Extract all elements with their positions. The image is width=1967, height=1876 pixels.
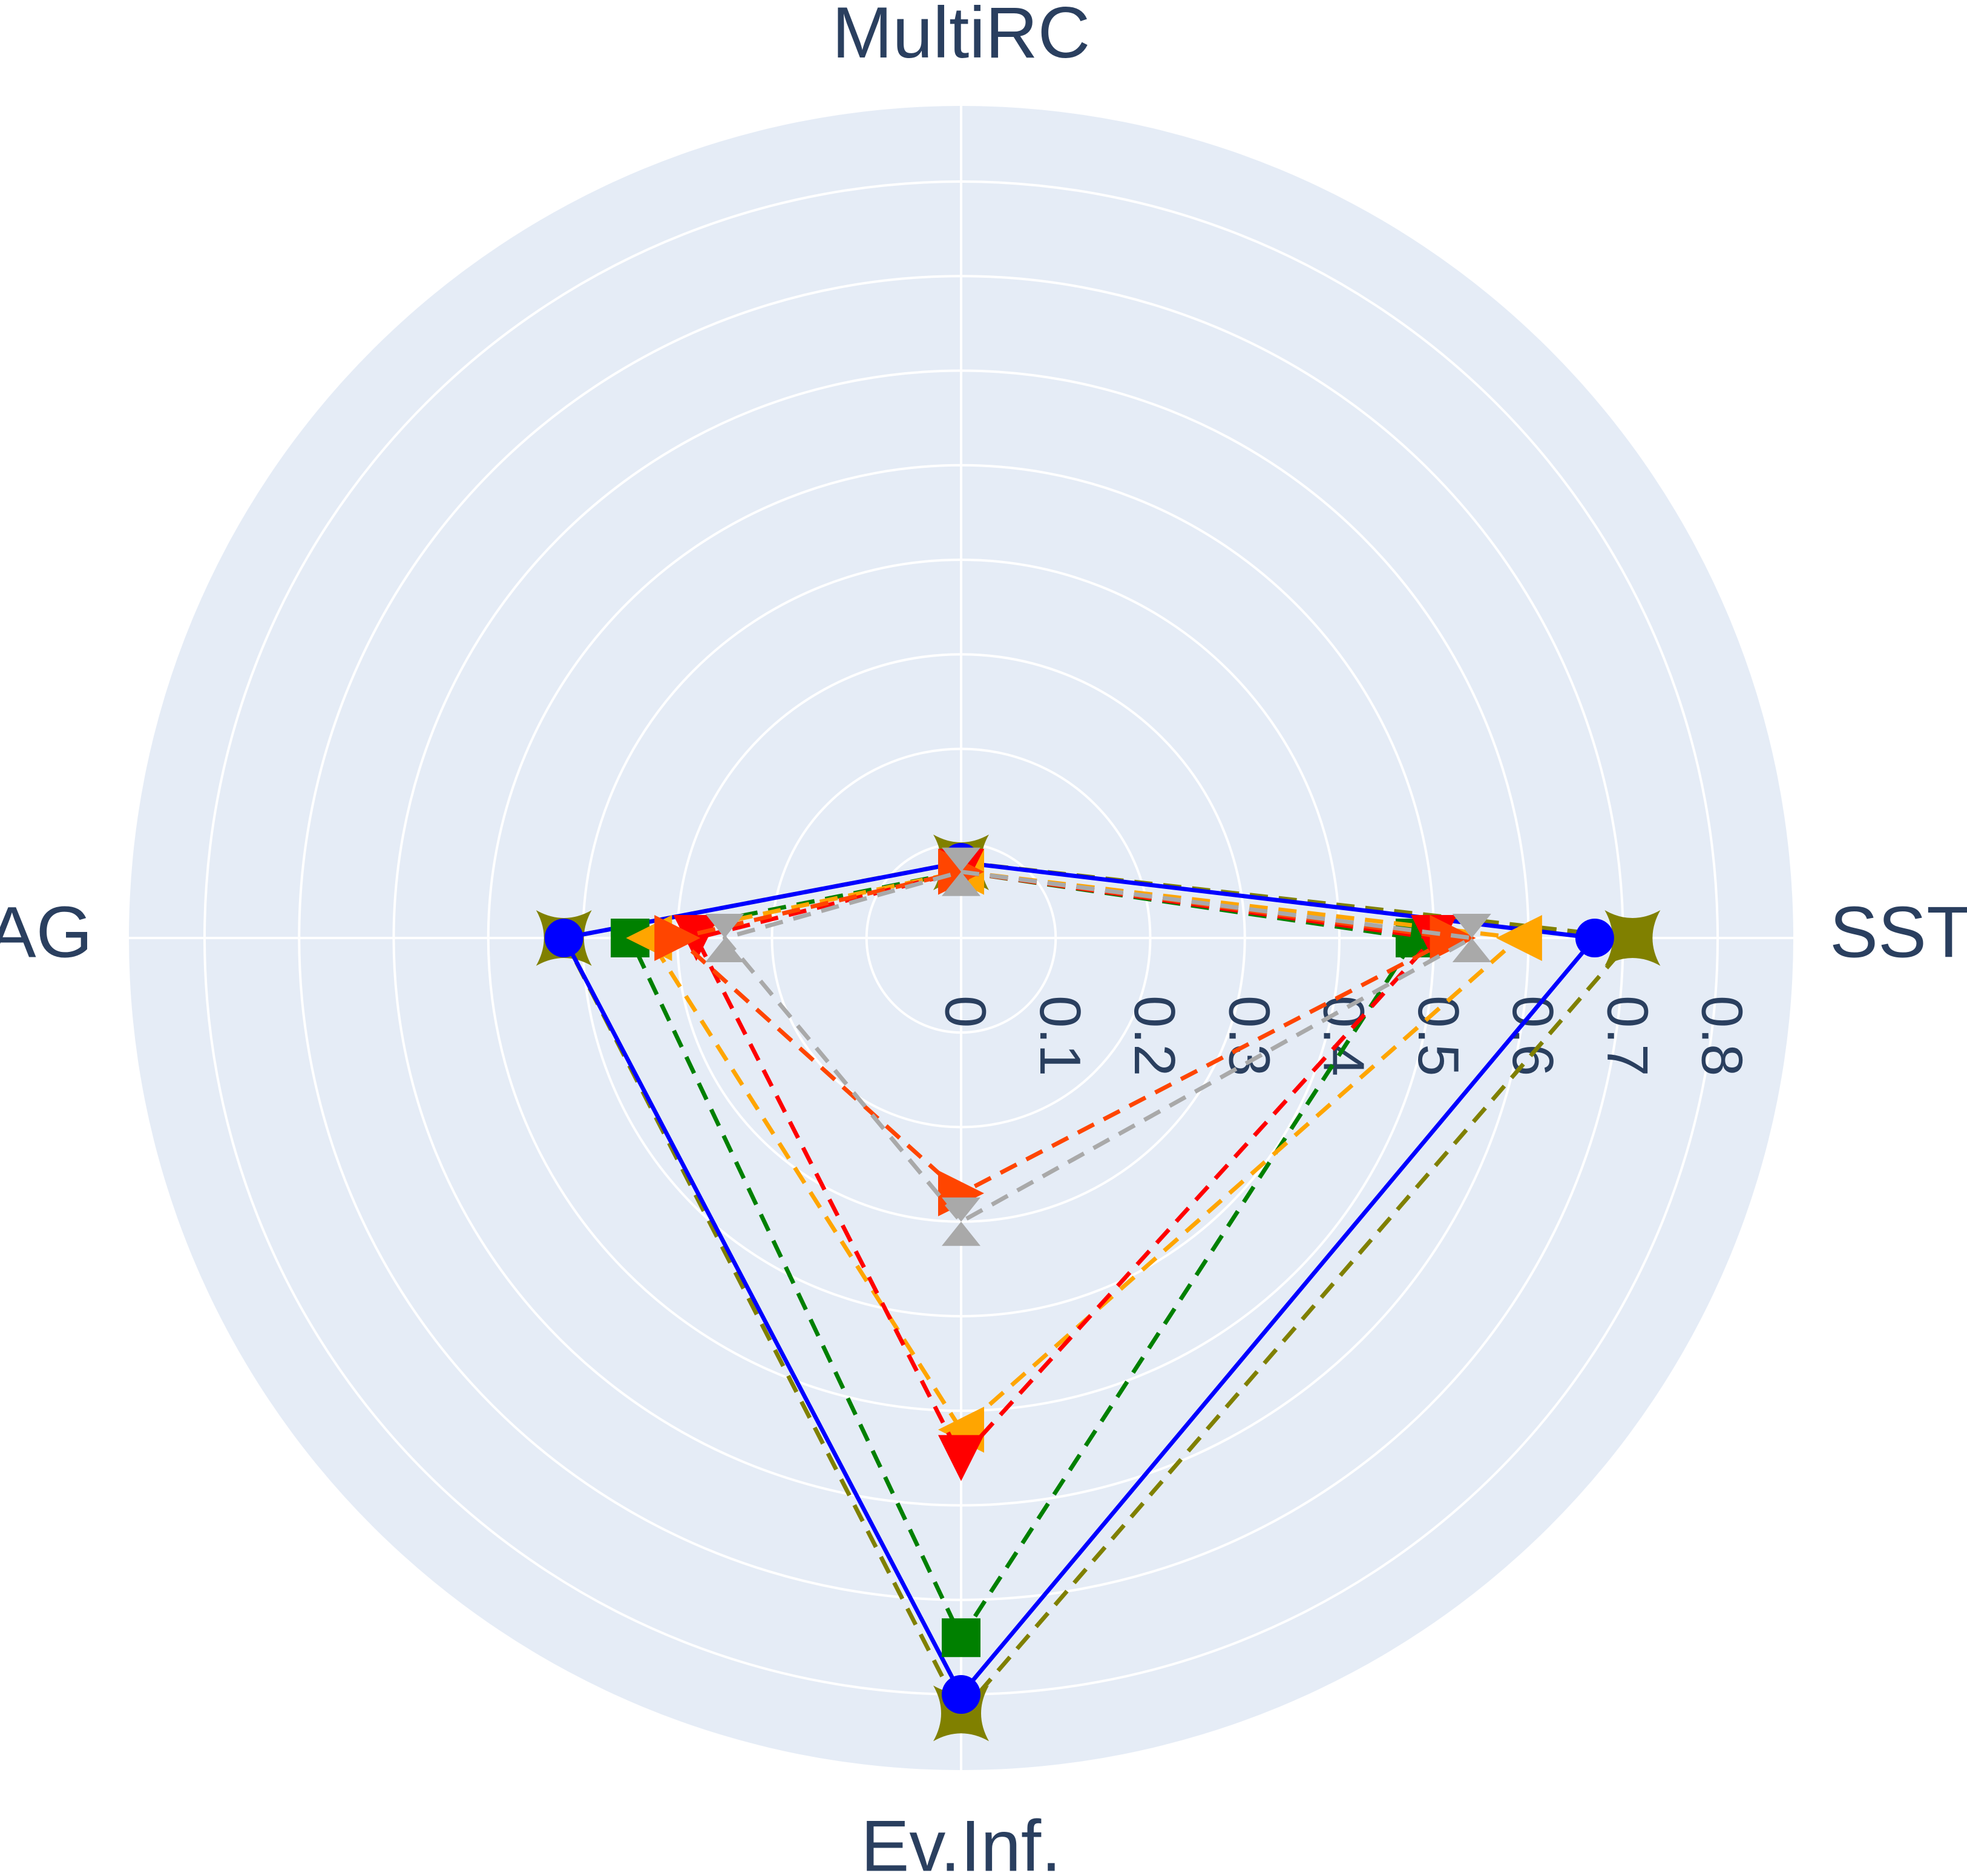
series-point	[1452, 914, 1491, 962]
series-point	[705, 914, 744, 962]
series-point	[938, 1435, 984, 1481]
series-point	[544, 919, 583, 957]
axis-label-ev-inf-: Ev.Inf.	[861, 1805, 1061, 1876]
radial-tick-label: 0.1	[1028, 995, 1092, 1076]
series-point	[1604, 910, 1661, 966]
radial-tick-label: 0.8	[1690, 995, 1755, 1076]
radial-tick-label: 0.3	[1217, 995, 1281, 1076]
series-point	[942, 1675, 980, 1714]
radial-tick-labels: 0 0.1 0.2 0.3 0.4 0.5 0.6 0.7 0.8	[933, 995, 1755, 1076]
radial-tick-label: 0.2	[1122, 995, 1187, 1076]
series-point	[942, 1618, 980, 1658]
series-point	[942, 1197, 980, 1246]
radial-tick-label: 0.7	[1595, 995, 1660, 1076]
series-point	[654, 915, 701, 961]
series-layer	[536, 835, 1661, 1742]
series-point	[1496, 915, 1542, 961]
axis-label-ag: AG	[0, 892, 93, 973]
series-point	[1575, 919, 1614, 957]
series-point	[1430, 915, 1476, 961]
series-6	[705, 847, 1491, 1246]
series-point	[942, 847, 980, 896]
radial-tick-label: 0	[933, 995, 998, 1028]
axis-label-sst: SST	[1830, 892, 1967, 973]
axis-label-multirc: MultiRC	[832, 0, 1091, 73]
series-line	[722, 870, 1474, 1224]
